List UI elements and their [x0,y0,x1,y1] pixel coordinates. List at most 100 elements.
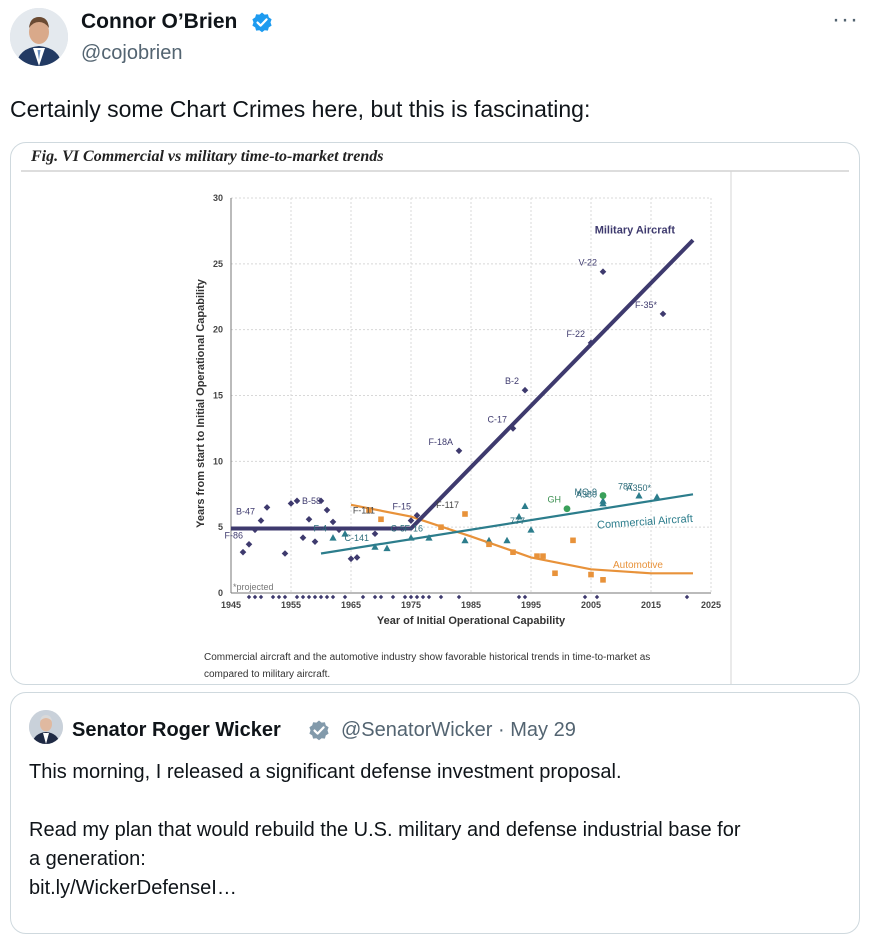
x-axis-marker [408,594,414,600]
military-point [347,555,355,563]
military-point [371,530,379,538]
tweet: Connor O’Brien @cojobrien ··· Certainly … [10,6,860,934]
y-tick-label: 5 [218,522,223,532]
commercial-point-label: MQ-9 [575,487,598,497]
commercial-point [425,534,433,541]
x-axis-marker [456,594,462,600]
commercial-point [407,534,415,541]
x-axis-marker [318,594,324,600]
military-point [293,497,301,505]
commercial-point [329,534,337,541]
x-axis-marker [258,594,264,600]
automotive-point [570,537,576,544]
y-tick-label: 20 [213,325,223,335]
x-axis-marker [438,594,444,600]
quoted-tweet[interactable]: Senator Roger Wicker @SenatorWicker · Ma… [10,692,860,934]
military-trend-line [231,238,695,531]
automotive-point [486,541,492,548]
x-axis-marker [342,594,348,600]
automotive-point [540,553,546,559]
caption-line-1: Commercial aircraft and the automotive i… [204,652,650,663]
quoted-author-avatar[interactable] [29,710,63,744]
quoted-author-name[interactable]: Senator Roger Wicker [72,719,281,741]
x-axis-marker [276,594,282,600]
commercial-point-label: F-16 [404,524,423,534]
x-axis-marker [246,594,252,600]
x-axis-marker [372,594,378,600]
commercial-point [635,491,643,499]
y-axis-label: Years from start to Initial Operational … [195,278,207,528]
commercial-point [383,544,391,552]
military-point [413,512,421,519]
y-tick-label: 25 [213,259,223,269]
x-tick-label: 1975 [401,600,421,610]
more-icon[interactable]: ··· [832,6,859,33]
quoted-text-line-2: Read my plan that would rebuild the U.S.… [29,819,741,841]
military-point [239,548,247,556]
automotive-point [438,524,444,530]
x-axis-marker [294,594,300,600]
y-tick-label: 30 [213,193,223,203]
x-axis-marker [402,594,408,600]
x-axis-marker [282,594,288,600]
ghawk-point-label: GH [548,495,562,505]
x-axis-marker [324,594,330,600]
military-point [407,517,415,524]
x-axis-marker [252,594,258,600]
commercial-point [521,502,529,509]
military-point-label: F-35* [635,300,658,310]
x-tick-label: 2005 [581,600,601,610]
military-point-label: F-18A [428,437,453,447]
automotive-point-label: F-117 [436,500,459,510]
quoted-handle-date[interactable]: @SenatorWicker · May 29 [341,719,576,741]
automotive-trend-label: Automotive [613,560,663,571]
x-axis-marker [594,594,600,600]
military-point [587,339,595,347]
figure-title: Fig. VI Commercial vs military time-to-m… [30,148,383,165]
chart: Fig. VI Commercial vs military time-to-m… [21,148,849,684]
quoted-link[interactable]: bit.ly/WickerDefenseI… [29,877,237,899]
commercial-point-label: 777 [510,516,525,526]
military-point [257,517,265,524]
x-tick-label: 1965 [341,600,361,610]
commercial-point-label: C-5 [390,524,405,534]
automotive-point [366,507,372,513]
plot-area: 1945 1955 1965 1975 1985 1995 2005 2015 20250510… [195,193,721,627]
author-avatar[interactable] [10,8,68,66]
automotive-trend-line [350,503,693,575]
x-axis-label: Year of Initial Operational Capability [377,615,566,627]
commercial-point [515,513,523,520]
military-point [455,447,463,455]
x-tick-label: 1995 [521,600,541,610]
x-axis-marker [516,594,522,600]
y-tick-label: 0 [218,588,223,598]
author-name[interactable]: Connor O’Brien [81,10,238,33]
military-point [245,540,253,548]
military-point [599,268,607,276]
commercial-point [503,536,511,544]
quoted-text-line-1: This morning, I released a significant d… [29,761,622,783]
military-point [287,500,295,507]
x-axis-marker [390,594,396,600]
commercial-point-label: F-4 [314,524,328,534]
automotive-point [552,570,558,577]
x-tick-label: 1945 [221,600,241,610]
commercial-point-label: C-141 [344,533,369,543]
x-axis-marker [330,594,336,600]
military-point [323,506,331,514]
projected-note: *projected [233,582,274,592]
commercial-point [341,530,349,537]
automotive-point [600,577,606,583]
x-axis-marker [426,594,432,600]
military-point [311,538,319,545]
military-point-label: B-2 [505,376,519,386]
automotive-point [534,553,540,559]
quoted-text-line-3: a generation: [29,848,146,870]
author-handle[interactable]: @cojobrien [81,42,183,64]
military-point [281,550,289,557]
y-tick-label: 15 [213,391,223,401]
military-point [263,504,271,511]
military-point-label: F-86 [224,530,243,540]
tweet-media-chart[interactable]: Fig. VI Commercial vs military time-to-m… [10,142,860,685]
verified-badge-icon [252,12,272,33]
